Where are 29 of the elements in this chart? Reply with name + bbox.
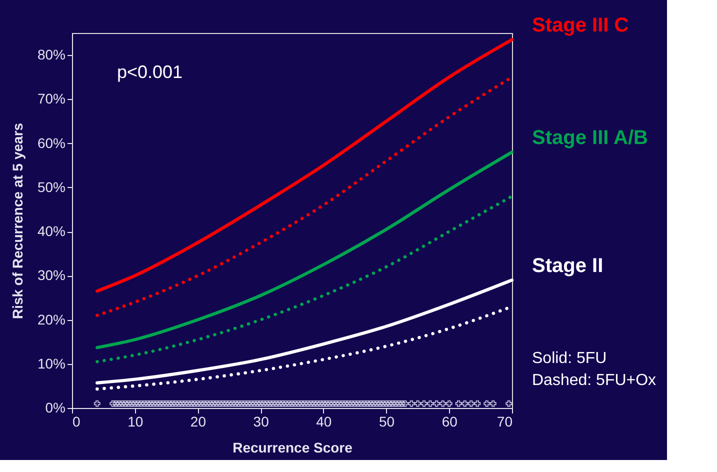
annotation: p<0.001 <box>117 62 183 82</box>
y-tick-label: 20% <box>37 311 66 328</box>
series-label: Stage III C <box>532 14 629 37</box>
line-series <box>96 194 514 364</box>
x-tick-label: 40 <box>316 414 332 430</box>
x-axis-title: Recurrence Score <box>232 440 353 456</box>
x-tick-label: 70 <box>496 414 513 430</box>
y-tick-label: 70% <box>37 90 66 107</box>
y-tick-label: 10% <box>37 355 66 372</box>
x-tick-label: 30 <box>253 414 270 430</box>
series-label: Stage II <box>532 255 604 278</box>
y-tick-label: 50% <box>37 178 66 195</box>
x-tick-label: 10 <box>128 414 144 430</box>
y-tick-label: 80% <box>37 46 66 63</box>
line-series <box>96 150 514 350</box>
series-label: Stage III A/B <box>532 127 648 150</box>
y-tick-label: 60% <box>37 134 66 151</box>
x-tick-label: 20 <box>190 414 206 430</box>
y-tick-label: 30% <box>37 267 66 284</box>
x-tick-label: 60 <box>442 414 458 430</box>
text: Solid: 5FU <box>532 350 607 367</box>
x-tick-label: 50 <box>378 414 395 430</box>
y-tick-label: 40% <box>37 223 66 240</box>
line-series <box>96 278 514 384</box>
text: Dashed: 5FU+Ox <box>532 372 656 389</box>
y-tick-label: 0% <box>45 400 66 416</box>
x-tick-label: 0 <box>72 414 80 430</box>
line-series <box>96 38 514 293</box>
y-axis-title: Risk of Recurrence at 5 years <box>9 122 26 320</box>
